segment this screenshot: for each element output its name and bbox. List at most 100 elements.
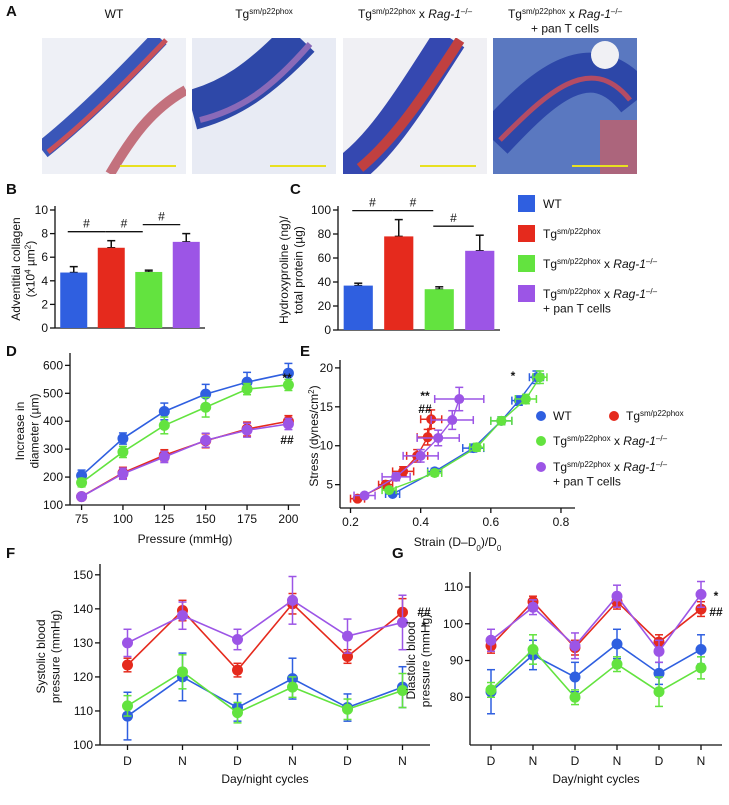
marker — [342, 703, 353, 715]
panel-letter: A — [6, 3, 17, 20]
text-part: sm/p22phox — [557, 257, 601, 266]
marker — [241, 383, 253, 395]
legend-label: WT — [553, 409, 572, 423]
legend-label: WT — [543, 197, 562, 211]
text-part: Rag-1 — [623, 460, 656, 474]
text-part: (x10 — [23, 274, 37, 298]
text-part: sm/p22phox — [522, 7, 566, 16]
bar — [172, 241, 200, 328]
y-tick-label: 150 — [73, 568, 93, 582]
text-part: –/– — [461, 7, 473, 16]
series-line — [490, 642, 702, 693]
x-tick-label: D — [233, 754, 242, 768]
marker — [496, 415, 507, 426]
marker — [232, 664, 243, 676]
y-tick-label: 100 — [311, 203, 331, 217]
y-tick-label: 100 — [73, 738, 93, 752]
marker — [122, 637, 133, 649]
histology-image — [192, 38, 336, 174]
marker — [611, 638, 623, 650]
marker — [611, 590, 623, 602]
error-bar — [182, 232, 191, 243]
marker — [429, 467, 440, 478]
significance-label: * — [714, 589, 719, 603]
error-bar — [475, 234, 484, 252]
text-part: sm/p22phox — [567, 434, 611, 443]
text-part: Tg — [626, 409, 640, 423]
x-tick-label: 0.2 — [342, 515, 359, 529]
legend-label: Tgsm/p22phox — [626, 409, 684, 424]
x-tick-label: D — [123, 754, 132, 768]
x-tick-label: 0.4 — [412, 515, 429, 529]
legend-label: Tgsm/p22phox x Rag-1–/– + pan T cells — [543, 287, 658, 316]
y-axis-label: Systolic bloodpressure (mmHg) — [34, 610, 62, 703]
legend-marker — [536, 462, 546, 472]
error-bar — [144, 269, 153, 273]
marker — [287, 594, 298, 606]
x-tick-label: D — [655, 754, 664, 768]
text-part: Strain (D–D — [414, 535, 477, 549]
marker — [422, 432, 433, 443]
legend-marker — [536, 411, 546, 421]
error-bar — [107, 239, 116, 249]
y-tick-label: 10 — [320, 439, 334, 453]
x-axis-label: Day/night cycles — [221, 772, 308, 786]
marker — [76, 491, 88, 503]
series-line — [392, 376, 537, 495]
series-line — [388, 376, 541, 491]
marker — [391, 471, 402, 482]
y-tick-label: 120 — [73, 670, 93, 684]
significance-label: ## — [709, 605, 723, 619]
significance-label: ## — [280, 433, 294, 447]
y-axis-label: Stress (dynes/cm2) — [307, 385, 322, 486]
x-tick-label: D — [571, 754, 580, 768]
text-part: Tg — [508, 7, 522, 21]
text-part: Rag-1 — [428, 7, 461, 21]
marker — [485, 634, 497, 646]
text-part: 4 — [23, 269, 32, 274]
marker — [695, 588, 707, 600]
marker — [200, 434, 212, 446]
marker — [653, 667, 665, 679]
bar — [97, 247, 125, 328]
marker — [177, 666, 188, 678]
text-part: Rag-1 — [623, 434, 656, 448]
marker — [534, 372, 545, 383]
text-part: Tg — [553, 434, 567, 448]
image-label: Tgsm/p22phox — [235, 7, 293, 22]
marker — [384, 485, 395, 496]
y-tick-label: 80 — [318, 227, 332, 241]
x-tick-label: N — [529, 754, 538, 768]
error-bar — [394, 218, 403, 238]
text-part: sm/p22phox — [640, 409, 684, 418]
panel-letter: G — [392, 545, 404, 562]
histology-image — [42, 38, 186, 174]
text-part: Systolic blood — [34, 619, 48, 693]
panel-letter: F — [6, 545, 15, 562]
significance-label: # — [158, 210, 165, 224]
marker — [695, 603, 707, 615]
marker — [287, 681, 298, 693]
text-part: 2 — [23, 244, 32, 249]
significance-label: ** — [282, 371, 292, 385]
y-axis-label: Diastolic bloodpressure (mmHg) — [404, 614, 432, 707]
x-tick-label: 0.6 — [482, 515, 499, 529]
series-line — [81, 384, 289, 484]
text-part: pressure (mmHg) — [418, 614, 432, 707]
marker — [485, 684, 497, 696]
text-part: –/– — [656, 434, 668, 443]
histology-image — [343, 38, 487, 174]
x-tick-label: 200 — [278, 512, 298, 526]
marker — [397, 616, 408, 628]
x-tick-label: N — [288, 754, 297, 768]
text-part: Tg — [543, 287, 557, 301]
legend-label: Tgsm/p22phox x Rag-1–/– — [543, 257, 658, 272]
marker — [359, 490, 370, 501]
y-tick-label: 2 — [41, 297, 48, 311]
panel-letter: E — [300, 343, 310, 360]
significance-label: # — [369, 196, 376, 210]
bar — [424, 289, 454, 330]
x-tick-label: D — [487, 754, 496, 768]
y-tick-label: 40 — [318, 275, 332, 289]
x-tick-label: 125 — [154, 512, 174, 526]
